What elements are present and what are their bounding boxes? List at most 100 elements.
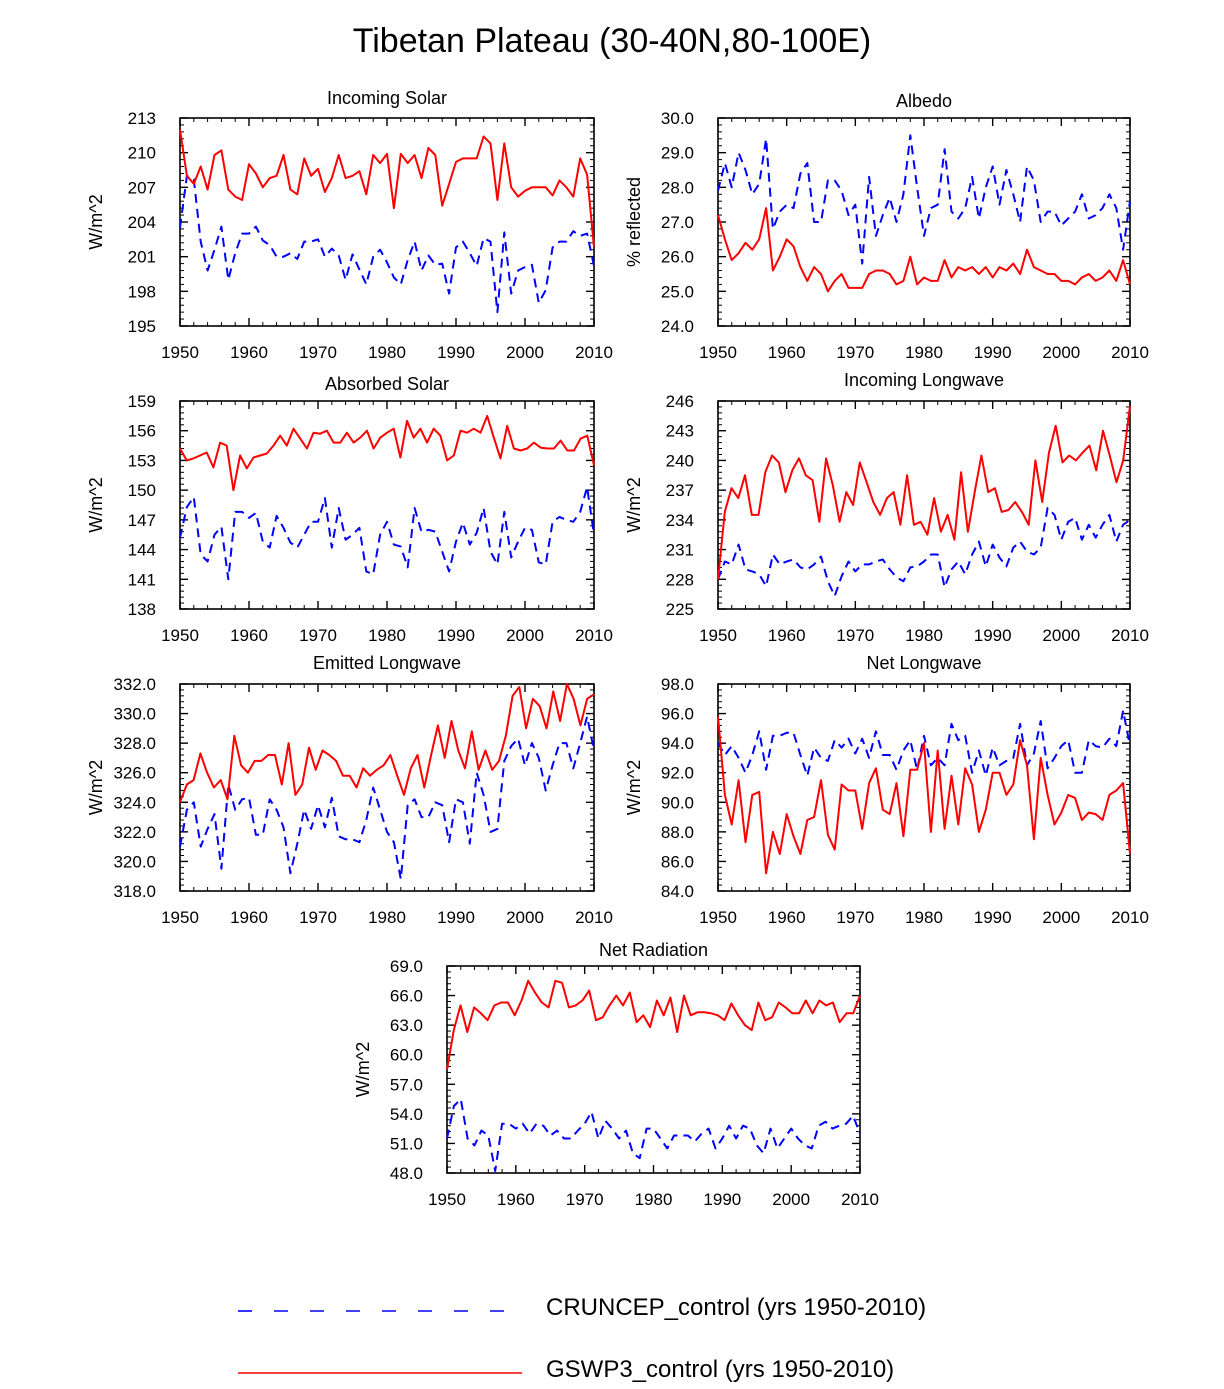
panel-title: Albedo	[896, 91, 952, 111]
series-line-cruncep-control	[717, 134, 1131, 265]
x-tick-label: 2010	[575, 343, 613, 362]
panel-title: Incoming Solar	[327, 88, 447, 108]
x-tick-label: 1970	[299, 343, 337, 362]
panel-title: Emitted Longwave	[313, 653, 461, 673]
y-axis-label: W/m^2	[86, 760, 106, 815]
plot-frame	[446, 965, 861, 1174]
plot-frame	[717, 400, 1131, 610]
y-tick-label: 330.0	[113, 705, 156, 724]
x-tick-label: 1960	[768, 626, 806, 645]
x-tick-label: 1950	[161, 908, 199, 927]
x-tick-label: 1960	[497, 1190, 535, 1209]
x-tick-label: 2010	[1111, 626, 1149, 645]
y-tick-label: 228	[666, 570, 694, 589]
y-tick-label: 332.0	[113, 675, 156, 694]
legend	[238, 1310, 522, 1374]
y-tick-label: 84.0	[661, 882, 694, 901]
y-tick-label: 98.0	[661, 675, 694, 694]
x-tick-label: 2000	[506, 626, 544, 645]
y-tick-label: 92.0	[661, 764, 694, 783]
x-tick-label: 1950	[699, 343, 737, 362]
x-tick-label: 1970	[566, 1190, 604, 1209]
series-line-gswp3-control	[717, 405, 1131, 580]
y-tick-label: 150	[128, 481, 156, 500]
y-axis-label: % reflected	[624, 177, 644, 267]
y-tick-label: 147	[128, 511, 156, 530]
x-tick-label: 1960	[768, 343, 806, 362]
y-tick-label: 237	[666, 481, 694, 500]
y-tick-label: 24.0	[661, 317, 694, 336]
y-tick-label: 201	[128, 248, 156, 267]
x-tick-label: 2000	[1042, 343, 1080, 362]
x-tick-label: 1990	[437, 626, 475, 645]
x-tick-label: 1980	[905, 908, 943, 927]
panel-absorbed-solar: Absorbed Solar W/m^2 138 141 144 147 150 153 156…	[86, 374, 613, 645]
x-tick-label: 1970	[836, 908, 874, 927]
y-tick-label: 246	[666, 392, 694, 411]
y-tick-label: 66.0	[390, 987, 423, 1006]
x-tick-label: 1970	[299, 908, 337, 927]
series-line-gswp3-control	[717, 207, 1131, 293]
panel-incoming-longwave: Incoming Longwave W/m^2 225 228 231 234 237 240…	[624, 370, 1149, 645]
x-tick-label: 1990	[703, 1190, 741, 1209]
y-tick-label: 234	[666, 511, 694, 530]
x-tick-label: 1990	[437, 908, 475, 927]
panel-albedo: Albedo % reflected 24.0 25.0 26.0 27.0 28.0 29.…	[624, 91, 1149, 362]
panel-incoming-solar: Incoming Solar W/m^2 195 198 201 204 207 210 213…	[86, 88, 613, 362]
series-line-cruncep-control	[179, 174, 595, 314]
x-tick-label: 2000	[772, 1190, 810, 1209]
x-tick-label: 2000	[1042, 626, 1080, 645]
y-tick-label: 90.0	[661, 793, 694, 812]
y-tick-label: 26.0	[661, 248, 694, 267]
plot-frame	[179, 683, 595, 892]
series-line-cruncep-control	[717, 507, 1131, 598]
y-tick-label: 243	[666, 422, 694, 441]
y-axis-label: W/m^2	[86, 194, 106, 249]
y-axis-label: W/m^2	[624, 477, 644, 532]
y-tick-label: 320.0	[113, 852, 156, 871]
series-line-cruncep-control	[446, 1098, 861, 1172]
y-tick-label: 240	[666, 451, 694, 470]
y-tick-label: 94.0	[661, 734, 694, 753]
y-tick-label: 231	[666, 541, 694, 560]
x-tick-label: 1980	[368, 908, 406, 927]
x-tick-label: 1950	[428, 1190, 466, 1209]
panel-title: Absorbed Solar	[325, 374, 449, 394]
y-tick-label: 141	[128, 570, 156, 589]
y-tick-label: 204	[128, 213, 156, 232]
plot-frame	[717, 117, 1131, 327]
y-tick-label: 86.0	[661, 852, 694, 871]
x-tick-label: 1990	[974, 626, 1012, 645]
y-tick-label: 156	[128, 422, 156, 441]
y-tick-label: 29.0	[661, 144, 694, 163]
figure-title: Tibetan Plateau (30-40N,80-100E)	[352, 22, 872, 60]
y-tick-label: 27.0	[661, 213, 694, 232]
series-line-cruncep-control	[179, 715, 595, 881]
y-axis-label: W/m^2	[86, 477, 106, 532]
y-tick-label: 198	[128, 282, 156, 301]
y-tick-label: 28.0	[661, 178, 694, 197]
y-tick-label: 326.0	[113, 764, 156, 783]
x-tick-label: 1950	[699, 908, 737, 927]
x-tick-label: 1960	[230, 626, 268, 645]
panel-net-longwave: Net Longwave W/m^2 84.0 86.0 88.0 90.0 92.0 94.…	[624, 653, 1149, 927]
x-tick-label: 1980	[905, 343, 943, 362]
x-tick-label: 2010	[575, 626, 613, 645]
series-line-cruncep-control	[179, 486, 595, 581]
x-tick-label: 2010	[1111, 908, 1149, 927]
y-tick-label: 159	[128, 392, 156, 411]
plot-frame	[717, 683, 1131, 892]
x-tick-label: 2000	[506, 343, 544, 362]
y-tick-label: 25.0	[661, 282, 694, 301]
y-tick-label: 195	[128, 317, 156, 336]
x-tick-label: 1980	[905, 626, 943, 645]
y-tick-label: 328.0	[113, 734, 156, 753]
y-tick-label: 96.0	[661, 705, 694, 724]
legend-label-cruncep: CRUNCEP_control (yrs 1950-2010)	[546, 1294, 927, 1321]
y-axis-label: W/m^2	[353, 1042, 373, 1097]
series-line-gswp3-control	[179, 683, 595, 803]
y-axis-label: W/m^2	[624, 760, 644, 815]
y-tick-label: 54.0	[390, 1105, 423, 1124]
y-tick-label: 51.0	[390, 1134, 423, 1153]
x-tick-label: 1960	[768, 908, 806, 927]
